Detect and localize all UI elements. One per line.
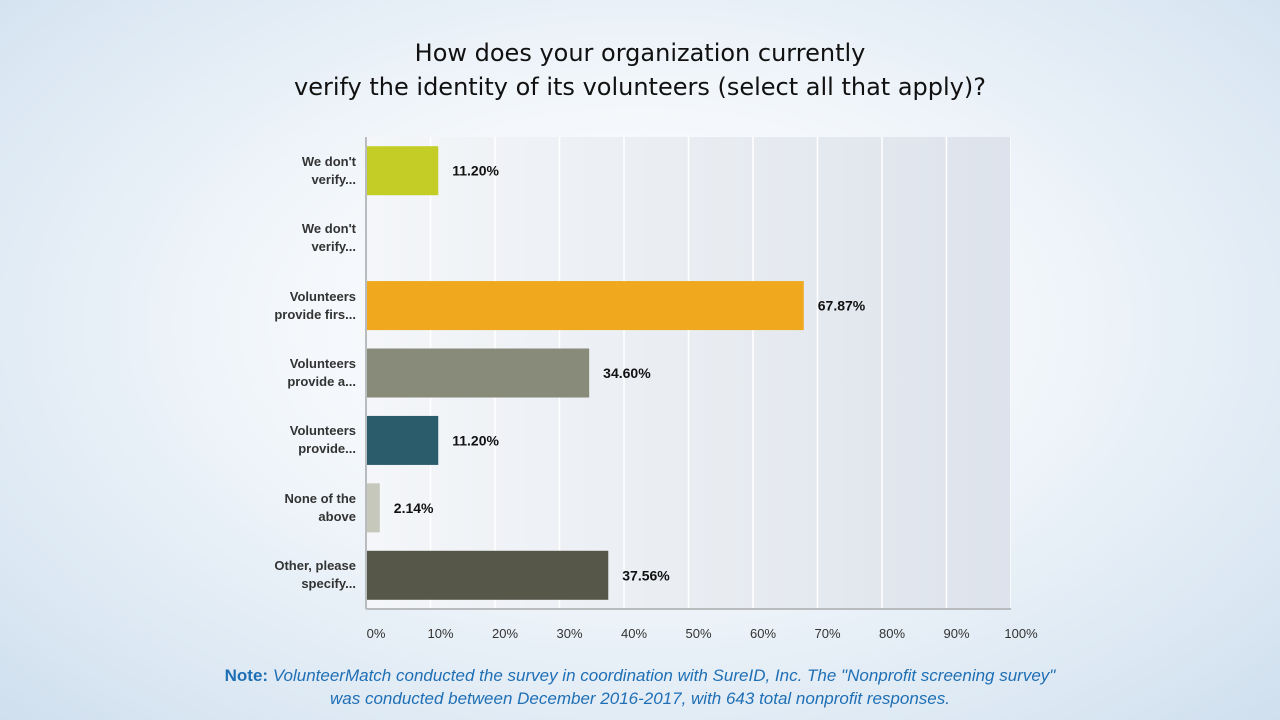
category-label-line: Volunteers [289,356,356,371]
category-label-line: We don't [301,221,356,237]
category-label-line: above [318,508,356,524]
category-label-line: verify... [311,171,356,187]
bar [366,348,590,398]
data-label: 37.56% [622,567,670,583]
category-label: Volunteers provide... [236,422,356,458]
bar [366,146,439,196]
x-tick-label: 10% [427,626,453,641]
category-label: None of the above [236,490,357,526]
category-label: Volunteers provide firs... [236,288,356,324]
category-label-line: Other, please [274,558,356,574]
category-label-line: Volunteers [289,288,356,304]
x-tick-label: 30% [556,626,582,641]
data-label: 11.20% [452,163,499,179]
category-label-line: specify... [301,576,356,592]
category-label: We don't verify... [236,220,356,256]
data-label: 11.20% [452,432,499,448]
x-tick-label: 70% [814,626,840,641]
x-tick-label: 80% [879,626,905,641]
note-lead: Note: [224,666,269,685]
data-label: 67.87% [818,298,866,314]
x-tick-label: 40% [621,626,647,641]
chart-title: How does your organization currently ver… [0,36,1280,104]
data-label: 2.14% [394,500,434,516]
x-tick-label: 50% [685,626,711,641]
bar-chart: 11.20% 67.87% 34.60% 11.20% 2.14% 37.56% [366,137,1011,609]
x-tick-label: 60% [750,626,776,641]
category-label: Other, please specify... [236,557,356,593]
category-label: We don't verify... [236,153,356,189]
bar [366,415,439,465]
chart-title-line-2: verify the identity of its volunteers (s… [294,73,986,101]
category-label-line: provide a... [287,374,356,389]
note-line-2: was conducted between December 2016-2017… [330,689,950,708]
chart-title-line-1: How does your organization currently [414,39,866,67]
category-label-line: provide firs... [274,306,356,322]
plot-area: 11.20% 67.87% 34.60% 11.20% 2.14% 37.56% [366,137,1011,609]
note-line-1: VolunteerMatch conducted the survey in c… [272,666,1056,685]
x-tick-label: 20% [492,626,518,641]
category-label-line: None of the [284,490,357,506]
bar [366,281,804,331]
category-label: Volunteers provide a... [236,355,356,391]
bar [366,550,609,600]
category-label-line: verify... [311,239,356,255]
data-label: 34.60% [603,365,651,381]
bar [366,483,380,533]
x-tick-label: 100% [1004,626,1038,641]
x-tick-label: 90% [943,626,969,641]
footnote: Note: VolunteerMatch conducted the surve… [0,664,1280,710]
category-label-line: provide... [298,441,356,457]
category-label-line: Volunteers [289,423,356,439]
category-label-line: We don't [301,153,356,169]
x-tick-label: 0% [367,626,386,641]
